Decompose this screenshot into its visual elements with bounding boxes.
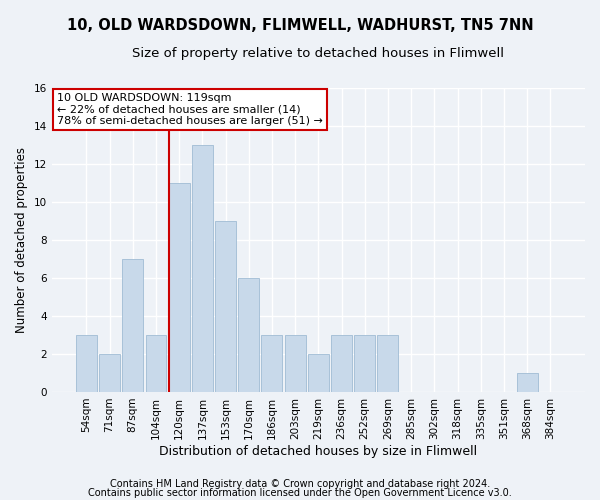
Bar	[354, 335, 375, 392]
Bar	[284, 335, 305, 392]
Bar	[331, 335, 352, 392]
Text: Contains public sector information licensed under the Open Government Licence v3: Contains public sector information licen…	[88, 488, 512, 498]
Bar	[377, 335, 398, 392]
X-axis label: Distribution of detached houses by size in Flimwell: Distribution of detached houses by size …	[159, 444, 478, 458]
Bar	[169, 183, 190, 392]
Bar	[215, 221, 236, 392]
Text: Contains HM Land Registry data © Crown copyright and database right 2024.: Contains HM Land Registry data © Crown c…	[110, 479, 490, 489]
Bar	[308, 354, 329, 392]
Y-axis label: Number of detached properties: Number of detached properties	[15, 147, 28, 333]
Text: 10, OLD WARDSDOWN, FLIMWELL, WADHURST, TN5 7NN: 10, OLD WARDSDOWN, FLIMWELL, WADHURST, T…	[67, 18, 533, 32]
Bar	[99, 354, 120, 392]
Bar	[122, 259, 143, 392]
Bar	[517, 373, 538, 392]
Bar	[238, 278, 259, 392]
Bar	[146, 335, 166, 392]
Title: Size of property relative to detached houses in Flimwell: Size of property relative to detached ho…	[133, 48, 505, 60]
Text: 10 OLD WARDSDOWN: 119sqm
← 22% of detached houses are smaller (14)
78% of semi-d: 10 OLD WARDSDOWN: 119sqm ← 22% of detach…	[57, 92, 323, 126]
Bar	[262, 335, 283, 392]
Bar	[192, 145, 213, 392]
Bar	[76, 335, 97, 392]
